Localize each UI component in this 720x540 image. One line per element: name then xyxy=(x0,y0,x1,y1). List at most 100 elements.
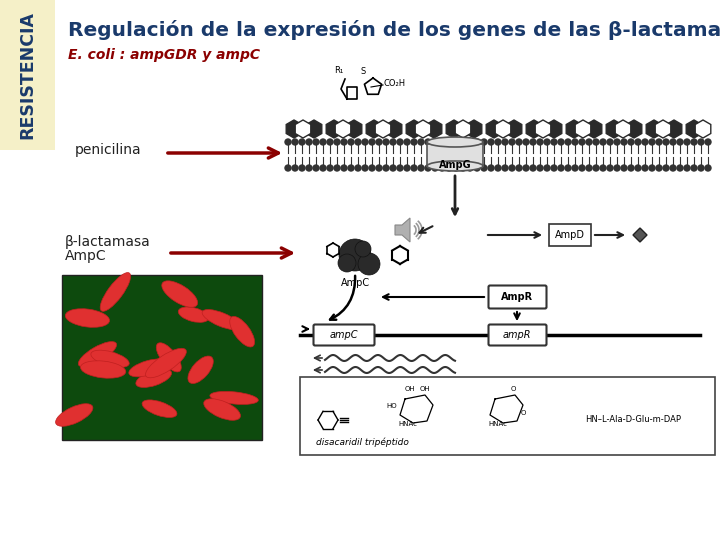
Circle shape xyxy=(338,254,356,272)
Text: disacaridil tripéptido: disacaridil tripéptido xyxy=(315,437,408,447)
Circle shape xyxy=(369,139,375,145)
Circle shape xyxy=(572,139,578,145)
Circle shape xyxy=(306,139,312,145)
Text: OH: OH xyxy=(405,386,415,392)
Polygon shape xyxy=(535,120,551,138)
Polygon shape xyxy=(375,120,391,138)
Circle shape xyxy=(439,165,445,171)
Ellipse shape xyxy=(66,309,109,327)
Circle shape xyxy=(551,139,557,145)
Circle shape xyxy=(509,139,515,145)
Circle shape xyxy=(460,165,466,171)
Circle shape xyxy=(327,165,333,171)
Text: HN–L-Ala-D-Glu-m-DAP: HN–L-Ala-D-Glu-m-DAP xyxy=(585,415,681,424)
Circle shape xyxy=(285,165,291,171)
Circle shape xyxy=(558,165,564,171)
Ellipse shape xyxy=(202,309,240,330)
Circle shape xyxy=(404,139,410,145)
Polygon shape xyxy=(386,120,402,138)
Polygon shape xyxy=(586,120,602,138)
Text: O: O xyxy=(510,386,516,392)
Polygon shape xyxy=(686,120,702,138)
Circle shape xyxy=(614,165,620,171)
Circle shape xyxy=(544,139,550,145)
Circle shape xyxy=(425,165,431,171)
Circle shape xyxy=(565,165,571,171)
Text: O: O xyxy=(521,410,526,416)
Ellipse shape xyxy=(81,361,126,378)
Circle shape xyxy=(488,139,494,145)
Polygon shape xyxy=(336,120,351,138)
Polygon shape xyxy=(406,120,422,138)
Text: ampC: ampC xyxy=(330,330,359,340)
Circle shape xyxy=(565,139,571,145)
Polygon shape xyxy=(426,120,442,138)
Circle shape xyxy=(593,139,599,145)
Circle shape xyxy=(460,139,466,145)
Ellipse shape xyxy=(162,281,197,307)
Circle shape xyxy=(649,139,655,145)
Circle shape xyxy=(691,139,697,145)
FancyBboxPatch shape xyxy=(488,325,546,346)
Circle shape xyxy=(586,139,592,145)
Text: AmpG: AmpG xyxy=(438,160,472,170)
Circle shape xyxy=(439,139,445,145)
Circle shape xyxy=(334,165,340,171)
Circle shape xyxy=(313,139,319,145)
Circle shape xyxy=(586,165,592,171)
Circle shape xyxy=(656,165,662,171)
Polygon shape xyxy=(455,120,471,138)
Circle shape xyxy=(383,165,389,171)
Polygon shape xyxy=(615,120,631,138)
Polygon shape xyxy=(486,120,502,138)
Polygon shape xyxy=(666,120,682,138)
Text: HNAc: HNAc xyxy=(398,421,418,427)
FancyBboxPatch shape xyxy=(488,286,546,308)
Ellipse shape xyxy=(129,359,168,377)
Circle shape xyxy=(341,139,347,145)
Ellipse shape xyxy=(91,350,129,367)
Circle shape xyxy=(369,165,375,171)
Circle shape xyxy=(621,165,627,171)
Ellipse shape xyxy=(179,307,209,322)
Polygon shape xyxy=(446,120,462,138)
Circle shape xyxy=(635,165,641,171)
Circle shape xyxy=(481,139,487,145)
Text: penicilina: penicilina xyxy=(75,143,142,157)
Circle shape xyxy=(698,139,704,145)
Circle shape xyxy=(530,139,536,145)
Text: AmpR: AmpR xyxy=(501,292,533,302)
Circle shape xyxy=(432,165,438,171)
Text: E. coli : ampGDR y ampC: E. coli : ampGDR y ampC xyxy=(68,48,260,62)
Ellipse shape xyxy=(78,342,117,367)
FancyBboxPatch shape xyxy=(300,377,715,455)
Circle shape xyxy=(418,165,424,171)
Text: R₁: R₁ xyxy=(334,66,343,75)
Circle shape xyxy=(334,139,340,145)
Circle shape xyxy=(446,139,452,145)
Circle shape xyxy=(341,165,347,171)
Text: β-lactamasa: β-lactamasa xyxy=(65,235,150,249)
Circle shape xyxy=(502,165,508,171)
Circle shape xyxy=(670,165,676,171)
Circle shape xyxy=(593,165,599,171)
Polygon shape xyxy=(306,120,322,138)
Circle shape xyxy=(642,165,648,171)
Circle shape xyxy=(355,139,361,145)
Circle shape xyxy=(376,165,382,171)
Circle shape xyxy=(418,139,424,145)
Polygon shape xyxy=(415,120,431,138)
Circle shape xyxy=(544,165,550,171)
Polygon shape xyxy=(696,120,711,138)
Text: AmpD: AmpD xyxy=(555,230,585,240)
Circle shape xyxy=(474,139,480,145)
Circle shape xyxy=(642,139,648,145)
Circle shape xyxy=(649,165,655,171)
Circle shape xyxy=(432,139,438,145)
Circle shape xyxy=(495,165,501,171)
Circle shape xyxy=(656,139,662,145)
Circle shape xyxy=(523,165,529,171)
Ellipse shape xyxy=(427,137,483,147)
Polygon shape xyxy=(295,120,311,138)
Circle shape xyxy=(404,165,410,171)
